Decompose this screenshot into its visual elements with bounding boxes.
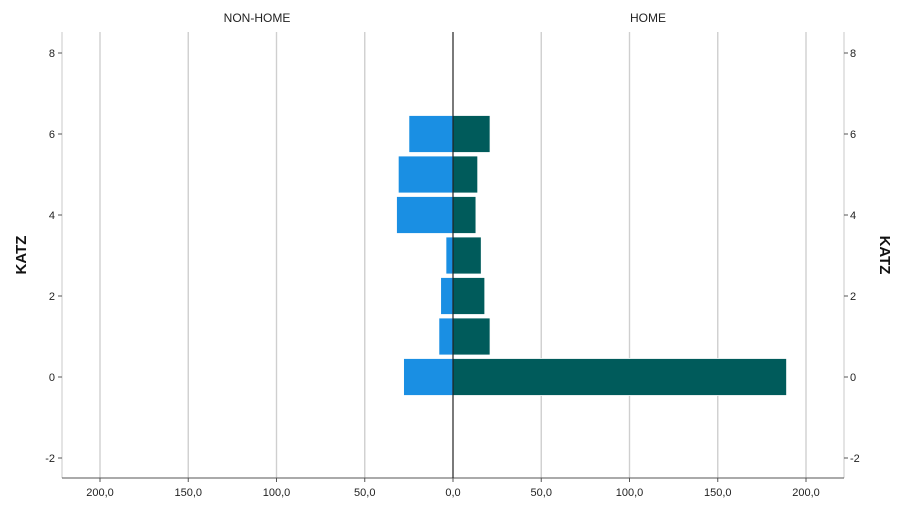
y-tick-label-right: 2	[850, 291, 856, 303]
bar-home	[452, 196, 477, 234]
y-tick-label-right: -2	[850, 453, 860, 465]
panel-title-home: HOME	[630, 11, 666, 25]
y-tick-labels: 8 8 6 6 4 4 2 2 0 0 -2 -2	[45, 48, 860, 465]
grid-lines	[99, 32, 807, 478]
y-tick-label-right: 0	[850, 372, 856, 384]
bar-non-home	[408, 115, 454, 153]
y-tick-label-left: 0	[49, 372, 55, 384]
y-tick-label-left: 6	[49, 129, 55, 141]
x-tick-label: 0,0	[445, 487, 460, 499]
axes-layer	[58, 32, 848, 482]
y-tick-label-right: 6	[850, 129, 856, 141]
panel-title-non-home: NON-HOME	[224, 11, 291, 25]
y-axis-title-left: KATZ	[13, 236, 30, 275]
x-tick-label: 150,0	[174, 487, 202, 499]
bar-non-home	[445, 236, 454, 275]
y-tick-label-right: 4	[850, 210, 856, 222]
x-tick-label: 200,0	[792, 487, 820, 499]
x-tick-label: 100,0	[263, 487, 291, 499]
bar-home	[452, 115, 491, 153]
y-axis-title-right: KATZ	[876, 236, 893, 275]
x-tick-label: 100,0	[616, 487, 644, 499]
y-tick-label-left: 8	[49, 48, 55, 60]
bar-non-home	[438, 317, 454, 356]
bar-home	[452, 317, 491, 356]
bars-layer	[396, 115, 787, 396]
bar-non-home	[397, 155, 454, 194]
x-tick-label: 150,0	[704, 487, 732, 499]
bar-home	[452, 358, 787, 396]
y-tick-label-right: 8	[850, 48, 856, 60]
bar-home	[452, 155, 479, 194]
x-tick-labels: 200,0 150,0 100,0 50,0 0,0 50,0 100,0 150,0 200,…	[86, 487, 820, 499]
bar-non-home	[440, 277, 454, 315]
y-tick-label-left: 4	[49, 210, 55, 222]
y-tick-label-left: 2	[49, 291, 55, 303]
x-tick-label: 50,0	[531, 487, 552, 499]
bar-non-home	[403, 358, 454, 396]
bar-non-home	[396, 196, 454, 234]
bar-home	[452, 236, 482, 275]
y-tick-label-left: -2	[45, 453, 55, 465]
x-tick-label: 50,0	[354, 487, 375, 499]
bar-home	[452, 277, 486, 315]
x-tick-label: 200,0	[86, 487, 114, 499]
